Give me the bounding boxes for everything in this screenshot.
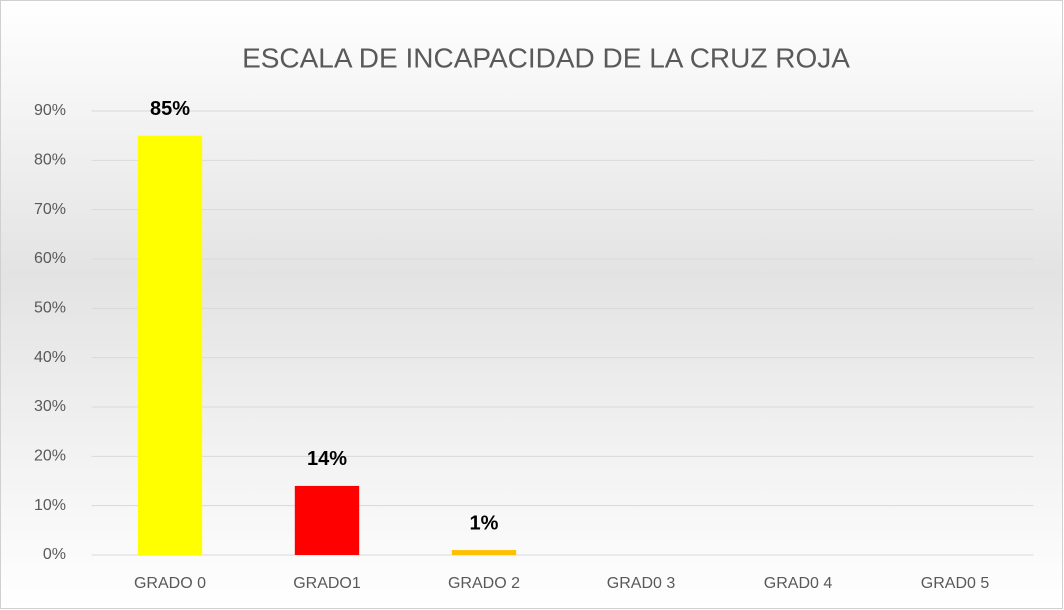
x-tick-label: GRADO1 (293, 575, 361, 592)
x-tick-label: GRAD0 3 (607, 575, 676, 592)
y-tick-label: 40% (34, 349, 66, 366)
y-tick-label: 80% (34, 152, 66, 169)
x-tick-label: GRAD0 4 (764, 575, 833, 592)
x-tick-label: GRAD0 5 (921, 575, 990, 592)
y-tick-label: 70% (34, 201, 66, 218)
chart-title: ESCALA DE INCAPACIDAD DE LA CRUZ ROJA (242, 42, 850, 73)
y-tick-label: 60% (34, 250, 66, 267)
y-tick-label: 20% (34, 448, 66, 465)
y-tick-label: 30% (34, 398, 66, 415)
data-label: 1% (470, 512, 499, 534)
bar (294, 485, 360, 555)
data-label: 85% (150, 98, 190, 120)
bar (451, 550, 517, 555)
x-tick-label: GRADO 0 (134, 575, 206, 592)
y-tick-label: 90% (34, 102, 66, 119)
bar (137, 135, 203, 555)
y-tick-label: 0% (43, 546, 66, 563)
y-tick-label: 10% (34, 497, 66, 514)
x-tick-label: GRADO 2 (448, 575, 520, 592)
data-label: 14% (307, 448, 347, 470)
y-tick-label: 50% (34, 300, 66, 317)
